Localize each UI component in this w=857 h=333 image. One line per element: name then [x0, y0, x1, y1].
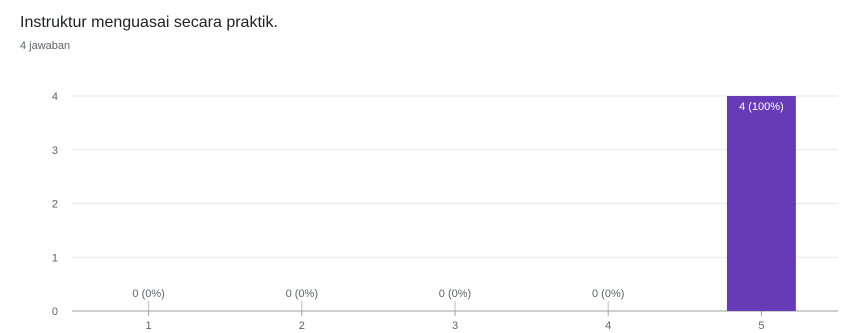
data-label-1: 0 (0%): [132, 288, 164, 300]
bar-5: [726, 96, 796, 311]
x-tick-label-2: 2: [299, 320, 305, 332]
y-tick-label-1: 1: [52, 252, 58, 264]
data-label-3: 0 (0%): [439, 288, 471, 300]
y-tick-label-4: 4: [52, 91, 58, 103]
x-tick-label-4: 4: [605, 320, 611, 332]
y-tick-label-2: 2: [52, 199, 58, 211]
x-tick-label-1: 1: [146, 320, 152, 332]
question-title: Instruktur menguasai secara praktik.: [20, 14, 278, 31]
y-tick-label-0: 0: [52, 306, 58, 318]
data-label-5: 4 (100%): [739, 101, 784, 113]
x-tick-label-5: 5: [758, 320, 764, 332]
y-tick-label-3: 3: [52, 145, 58, 157]
data-label-4: 0 (0%): [592, 288, 624, 300]
x-tick-label-3: 3: [452, 320, 458, 332]
response-count: 4 jawaban: [20, 40, 71, 52]
data-label-2: 0 (0%): [286, 288, 318, 300]
